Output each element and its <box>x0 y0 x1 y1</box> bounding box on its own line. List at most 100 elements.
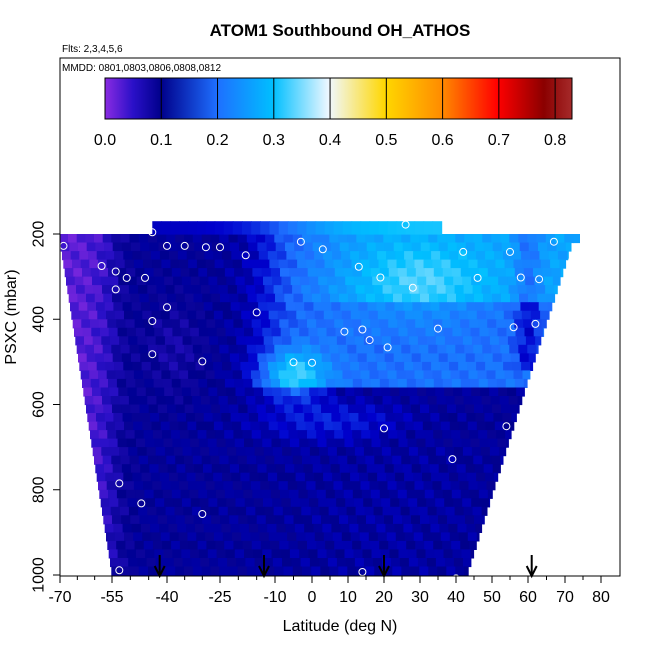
curtain-cell <box>106 259 117 269</box>
curtain-cell <box>288 540 299 550</box>
curtain-cell <box>426 276 436 286</box>
curtain-cell <box>198 438 209 448</box>
curtain-cell <box>124 421 134 431</box>
curtain-cell <box>328 396 339 406</box>
observation-point <box>564 410 573 419</box>
curtain-cell <box>326 327 337 337</box>
curtain-cell <box>260 540 271 550</box>
curtain-cell <box>332 472 342 482</box>
curtain-cell <box>187 310 197 320</box>
curtain-cell <box>257 464 268 474</box>
curtain-cell <box>95 464 105 474</box>
observation-point <box>434 324 442 333</box>
curtain-cell <box>449 361 459 371</box>
curtain-cell <box>402 293 412 303</box>
curtain-cell <box>148 234 158 244</box>
curtain-cell <box>207 489 217 499</box>
curtain-cell <box>196 481 207 491</box>
curtain-cell <box>370 378 381 388</box>
curtain-cell <box>314 310 325 320</box>
curtain-cell <box>329 566 339 576</box>
curtain-cell <box>285 242 295 252</box>
curtain-cell <box>224 378 235 388</box>
curtain-cell <box>171 489 182 499</box>
curtain-cell <box>224 540 234 550</box>
curtain-cell <box>149 242 160 252</box>
curtain-cell <box>209 336 219 346</box>
curtain-cell <box>393 515 403 525</box>
curtain-cell <box>421 523 431 533</box>
curtain-cell <box>486 481 496 491</box>
curtain-cell <box>212 413 222 423</box>
curtain-cell <box>238 293 249 303</box>
curtain-cell <box>420 353 431 363</box>
curtain-cell <box>420 242 431 252</box>
curtain-cell <box>199 276 209 286</box>
curtain-cell <box>457 302 467 312</box>
curtain-cell <box>510 353 521 363</box>
curtain-cell <box>395 251 405 261</box>
curtain-cell <box>229 404 239 414</box>
curtain-cell <box>424 268 435 278</box>
y-tick-label: 600 <box>31 391 48 418</box>
curtain-cell <box>179 430 190 440</box>
curtain-cell <box>201 566 212 576</box>
curtain-cell <box>330 242 341 252</box>
curtain-cell <box>447 293 457 303</box>
curtain-cell <box>213 310 224 320</box>
curtain-cell <box>338 455 348 465</box>
curtain-cell <box>224 489 235 499</box>
curtain-cell <box>84 285 94 295</box>
curtain-cell <box>102 396 112 406</box>
curtain-cell <box>442 540 452 550</box>
curtain-cell <box>294 302 305 312</box>
curtain-cell <box>282 447 292 457</box>
curtain-cell <box>151 532 162 542</box>
curtain-cell <box>218 336 228 346</box>
curtain-cell <box>440 361 450 371</box>
curtain-cell <box>190 327 200 337</box>
curtain-cell <box>245 336 256 346</box>
curtain-cell <box>205 310 215 320</box>
curtain-cell <box>211 353 222 363</box>
curtain-cell <box>331 523 341 533</box>
curtain-cell <box>485 421 496 431</box>
curtain-cell <box>241 259 252 269</box>
curtain-cell <box>333 221 344 235</box>
curtain-cell <box>153 489 164 499</box>
curtain-cell <box>162 268 173 278</box>
curtain-cell <box>401 455 411 465</box>
curtain-cell <box>236 506 247 516</box>
curtain-cell <box>316 430 326 440</box>
curtain-cell <box>512 361 522 371</box>
curtain-cell <box>201 285 211 295</box>
curtain-cell <box>318 498 328 508</box>
curtain-cell <box>185 353 195 363</box>
curtain-cell <box>519 242 530 252</box>
curtain-cell <box>152 319 163 329</box>
curtain-cell <box>231 472 242 482</box>
curtain-cell <box>315 259 326 269</box>
curtain-cell <box>350 472 360 482</box>
observation-point <box>163 303 171 312</box>
curtain-cell <box>235 276 246 286</box>
curtain-cell <box>168 413 178 423</box>
curtain-cell <box>470 327 481 337</box>
curtain-cell <box>430 523 440 533</box>
curtain-cell <box>265 515 276 525</box>
observation-point <box>137 499 146 508</box>
curtain-cell <box>110 447 120 457</box>
curtain-cell <box>445 396 456 406</box>
curtain-cell <box>205 259 216 269</box>
curtain-cell <box>167 464 178 474</box>
curtain-cell <box>136 549 146 559</box>
curtain-cell <box>501 242 512 252</box>
curtain-cell <box>157 293 168 303</box>
curtain-cell <box>394 413 404 423</box>
curtain-cell <box>397 268 408 278</box>
curtain-cell <box>330 515 340 525</box>
curtain-cell <box>155 387 165 397</box>
curtain-cell <box>147 285 158 295</box>
curtain-cell <box>539 251 550 261</box>
curtain-cell <box>469 489 480 499</box>
